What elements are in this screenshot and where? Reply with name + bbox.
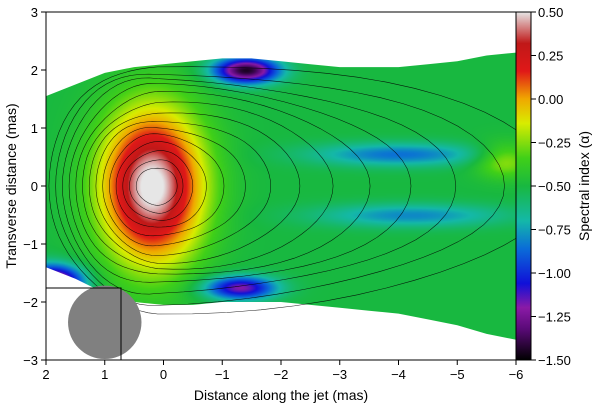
contour-line [109, 133, 225, 237]
y-tick-label: −1 [23, 237, 38, 252]
y-axis-ticks: 3 2 1 0 −1 −2 −3 [23, 5, 46, 368]
y-tick-label: −2 [23, 295, 38, 310]
x-tick-label: −3 [332, 367, 347, 382]
contour-line [135, 167, 178, 206]
x-tick-label: 2 [42, 367, 49, 382]
contour-line [129, 159, 184, 214]
y-tick-label: −3 [23, 353, 38, 368]
contour-line [102, 127, 246, 247]
x-tick-label: 1 [101, 367, 108, 382]
x-tick-label: −5 [450, 367, 465, 382]
plot-area [46, 12, 516, 360]
colorbar-tick-label: −1.50 [538, 353, 571, 368]
contour-line [115, 141, 207, 228]
x-tick-label: 0 [160, 367, 167, 382]
colorbar-tick-label: 0.25 [538, 49, 563, 64]
beam-ellipse [68, 285, 142, 360]
y-tick-label: 3 [31, 5, 38, 20]
contour-line [95, 121, 271, 256]
colorbar-tick-label: −1.25 [538, 310, 571, 325]
intensity-contours [48, 66, 516, 315]
x-tick-label: −4 [391, 367, 406, 382]
colorbar-tick-label: 0.50 [538, 5, 563, 20]
colorbar-tick-label: −1.00 [538, 266, 571, 281]
colorbar-label: Spectral index (α) [576, 131, 592, 241]
x-tick-label: −6 [509, 367, 524, 382]
colorbar-tick-label: −0.75 [538, 223, 571, 238]
colorbar-ticks: 0.50 0.25 0.00 −0.25 −0.50 −0.75 −1.00 −1.25 −1.… [531, 5, 571, 368]
contour-line [75, 91, 371, 275]
x-axis-ticks: 2 1 0 −1 −2 −3 −4 −5 −6 [42, 360, 523, 382]
x-tick-label: −1 [215, 367, 230, 382]
y-tick-label: 1 [31, 121, 38, 136]
contour-line [62, 77, 457, 295]
y-tick-label: 0 [31, 179, 38, 194]
contour-line [68, 83, 412, 283]
contour-line [82, 101, 334, 270]
colorbar [515, 11, 532, 361]
colorbar-tick-label: 0.00 [538, 92, 563, 107]
x-axis-label: Distance along the jet (mas) [194, 387, 368, 403]
contour-line [88, 112, 301, 264]
x-tick-label: −2 [274, 367, 289, 382]
contour-line [122, 150, 194, 221]
colorbar-tick-label: −0.50 [538, 179, 571, 194]
colorbar-tick-label: −0.25 [538, 136, 571, 151]
y-axis-label: Transverse distance (mas) [3, 103, 19, 268]
y-tick-label: 2 [31, 63, 38, 78]
